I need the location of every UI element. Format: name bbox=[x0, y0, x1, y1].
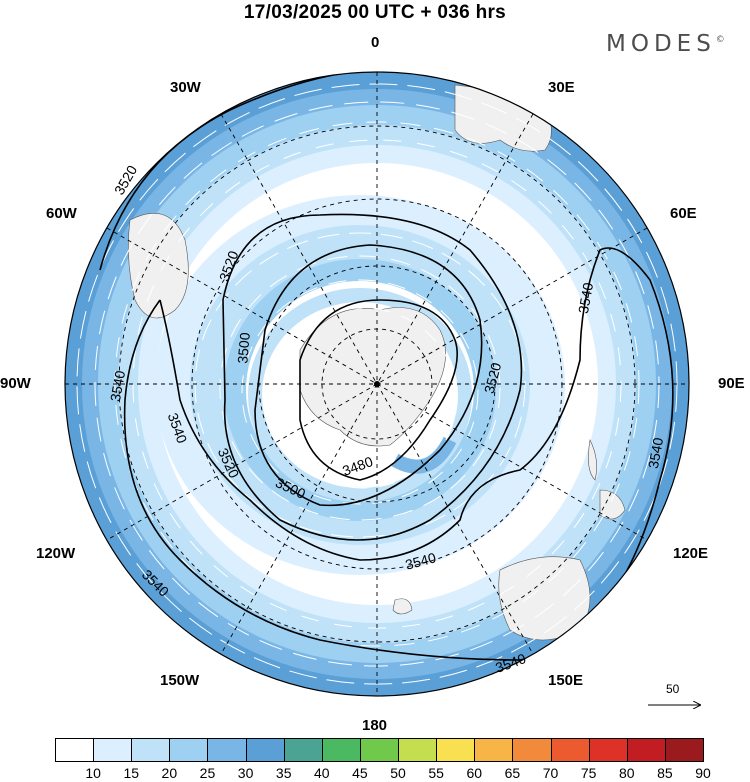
colorbar-tick-label: 65 bbox=[504, 765, 521, 781]
height-contours bbox=[99, 72, 674, 661]
colorbar-tick-label: 20 bbox=[161, 765, 178, 781]
colorbar-cell bbox=[664, 738, 704, 762]
colorbar-tick-label: 50 bbox=[390, 765, 406, 781]
lon-label-120e: 120E bbox=[673, 545, 709, 562]
lon-label-60e: 60E bbox=[670, 205, 697, 222]
colorbar-tick-label: 90 bbox=[695, 765, 711, 781]
lon-label-180: 180 bbox=[362, 717, 388, 734]
colorbar-tick-label: 25 bbox=[199, 765, 216, 781]
forecast-title: 17/03/2025 00 UTC + 036 hrs bbox=[243, 2, 507, 23]
colorbar-cell bbox=[283, 738, 323, 762]
lon-label-60w: 60W bbox=[46, 205, 77, 222]
colorbar-tick-label: 40 bbox=[314, 765, 330, 781]
colorbar-cell bbox=[321, 738, 361, 762]
colorbar-tick-label: 80 bbox=[618, 765, 635, 781]
colorbar-cell bbox=[131, 738, 171, 762]
lon-label-150w: 150W bbox=[160, 672, 200, 689]
colorbar-cell bbox=[436, 738, 476, 762]
wind-speed-colorbar: 10 15 20 25 30 35 40 45 50 55 60 65 70 75 80 85 90 bbox=[55, 738, 711, 782]
copyright-mark: © bbox=[715, 35, 725, 45]
colorbar-cell bbox=[398, 738, 438, 762]
colorbar-tick-label: 30 bbox=[237, 765, 254, 781]
colorbar-cell bbox=[207, 738, 247, 762]
colorbar-tick-label: 85 bbox=[657, 765, 673, 781]
colorbar-tick-label: 55 bbox=[428, 765, 444, 781]
colorbar-tick-label: 70 bbox=[542, 765, 559, 781]
lon-label-30w: 30W bbox=[170, 79, 201, 96]
colorbar-tick-label: 60 bbox=[466, 765, 483, 781]
lon-label-150e: 150E bbox=[548, 672, 584, 689]
colorbar-tick-label: 15 bbox=[123, 765, 140, 781]
colorbar-cell bbox=[588, 738, 628, 762]
lon-label-0: 0 bbox=[371, 34, 380, 51]
colorbar-tick-label: 35 bbox=[275, 765, 292, 781]
colorbar-tick-label: 10 bbox=[85, 765, 101, 781]
colorbar-tick-label: 75 bbox=[580, 765, 597, 781]
colorbar-cell bbox=[359, 738, 400, 762]
landmasses bbox=[128, 84, 626, 641]
colorbar-cell bbox=[245, 738, 285, 762]
colorbar-cell bbox=[550, 738, 590, 762]
colorbar-tick-label: 45 bbox=[352, 765, 368, 781]
colorbar-cell bbox=[93, 738, 133, 762]
contour-label: 3500 bbox=[234, 331, 253, 365]
colorbar-cell bbox=[474, 738, 514, 762]
lon-label-30e: 30E bbox=[548, 79, 575, 96]
colorbar-cell bbox=[626, 738, 666, 762]
brand-logo: MODES© bbox=[606, 31, 725, 57]
colorbar-cell bbox=[55, 738, 95, 762]
reference-vector: 50 bbox=[640, 680, 710, 720]
colorbar-cell bbox=[169, 738, 209, 762]
brand-name: MODES bbox=[606, 31, 716, 57]
lon-label-90w: 90W bbox=[0, 375, 31, 392]
colorbar-cell bbox=[512, 738, 552, 762]
reference-vector-label: 50 bbox=[666, 682, 680, 696]
reference-arrow-icon bbox=[648, 680, 710, 720]
lon-label-90e: 90E bbox=[718, 375, 745, 392]
lon-label-120w: 120W bbox=[36, 545, 76, 562]
